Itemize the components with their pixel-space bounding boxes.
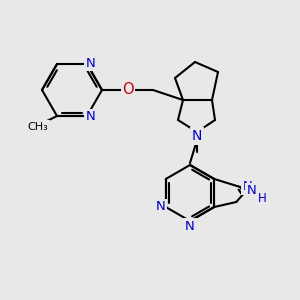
Text: N: N	[246, 184, 256, 197]
Text: N: N	[86, 56, 96, 70]
Text: N: N	[185, 220, 195, 232]
Text: CH₃: CH₃	[28, 122, 48, 132]
Text: O: O	[122, 82, 134, 98]
Text: N: N	[192, 129, 202, 143]
Text: N: N	[242, 181, 252, 194]
Text: H: H	[258, 193, 267, 206]
Text: N: N	[156, 200, 166, 214]
Text: N: N	[86, 110, 96, 124]
